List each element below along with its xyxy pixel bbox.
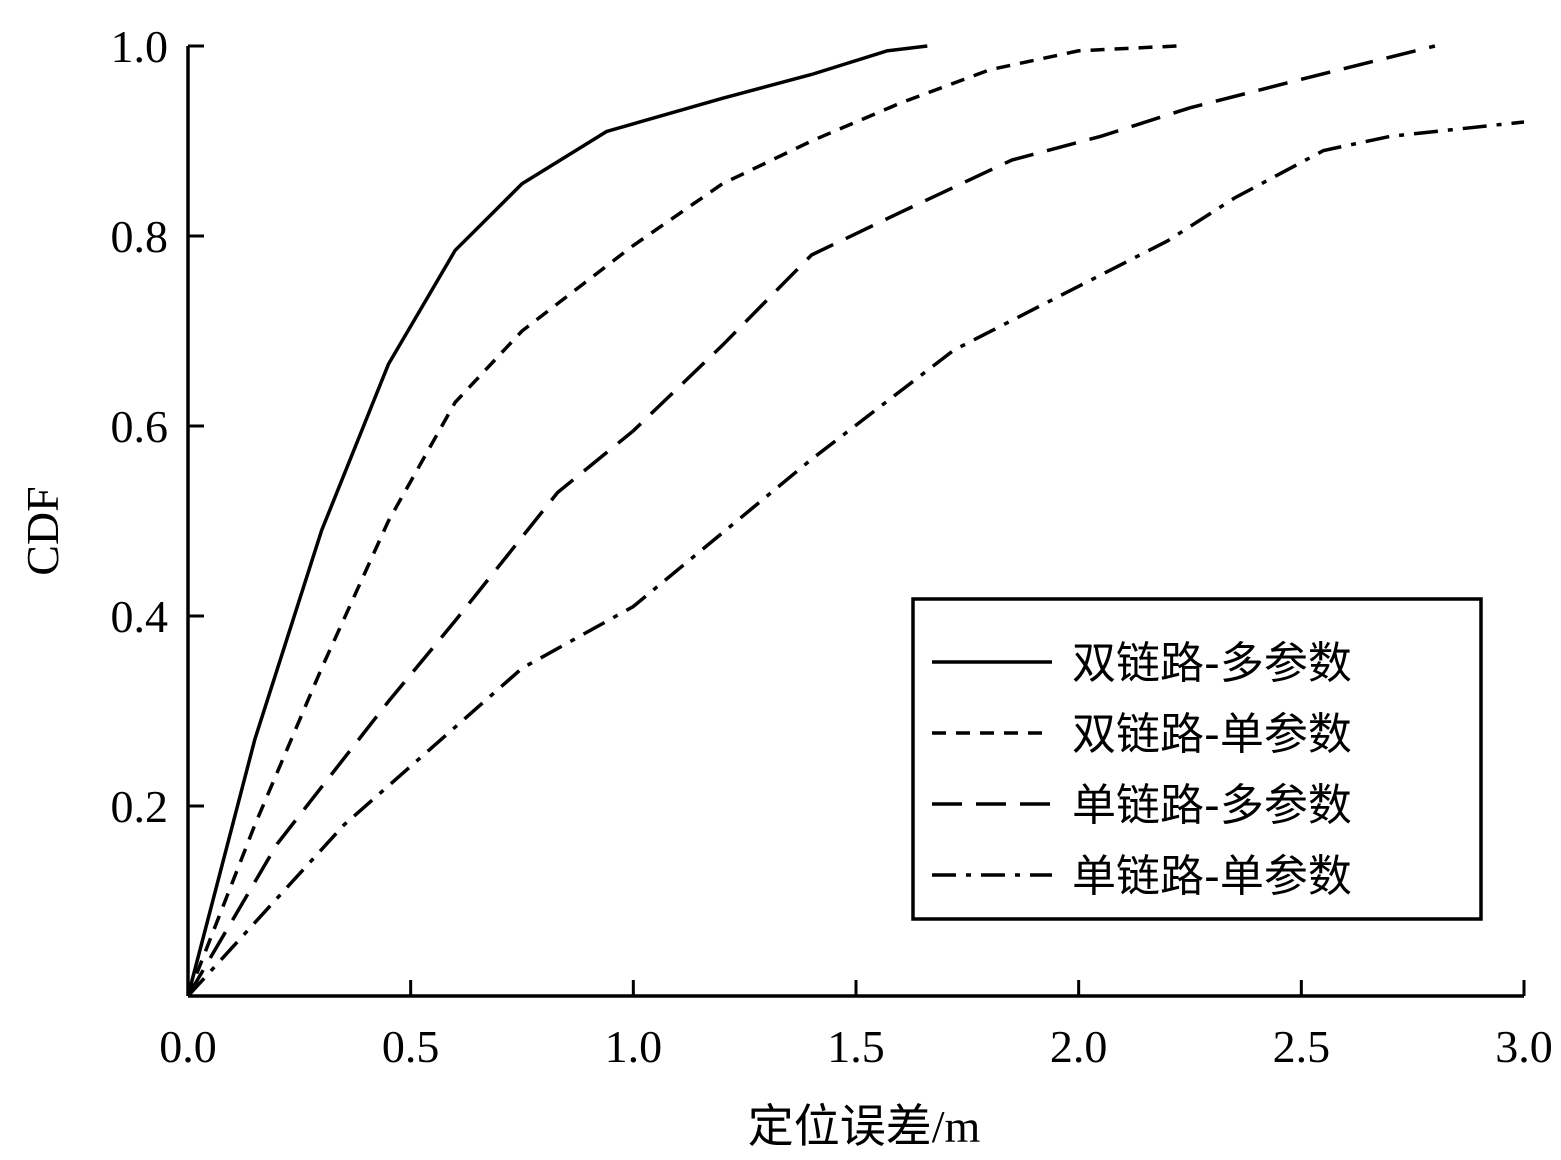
y-tick-label: 0.4 xyxy=(111,591,169,642)
y-tick-label: 0.8 xyxy=(111,211,169,262)
legend-box xyxy=(911,597,1483,921)
legend-label-4: 单链路-单参数 xyxy=(1072,851,1352,902)
x-axis-title: 定位误差/m xyxy=(748,1101,981,1152)
y-tick-label: 0.2 xyxy=(111,781,169,832)
x-tick-label: 0.5 xyxy=(382,1021,440,1072)
legend-label-2: 双链路-单参数 xyxy=(1072,709,1352,760)
ticks-layer: 0.0 0.5 1.0 1.5 2.0 2.5 3.0 0.2 0.4 0.6 0.8 1.0 xyxy=(111,21,1553,1072)
legend-label-1: 双链路-多参数 xyxy=(1072,638,1352,689)
y-tick-label: 1.0 xyxy=(111,21,169,72)
legend-label-3: 单链路-多参数 xyxy=(1072,780,1352,831)
series-line-2 xyxy=(186,44,1177,997)
x-tick-label: 1.0 xyxy=(605,1021,663,1072)
y-tick-label: 0.6 xyxy=(111,401,169,452)
series-line-1 xyxy=(186,44,928,997)
series-layer xyxy=(186,44,1525,998)
series-line-3 xyxy=(186,44,1436,997)
x-tick-label: 3.0 xyxy=(1495,1021,1553,1072)
x-tick-label: 0.0 xyxy=(159,1021,217,1072)
x-tick-label: 2.0 xyxy=(1050,1021,1108,1072)
x-tick-label: 2.5 xyxy=(1273,1021,1331,1072)
y-axis-title: CDF xyxy=(17,486,68,575)
x-tick-label: 1.5 xyxy=(827,1021,885,1072)
